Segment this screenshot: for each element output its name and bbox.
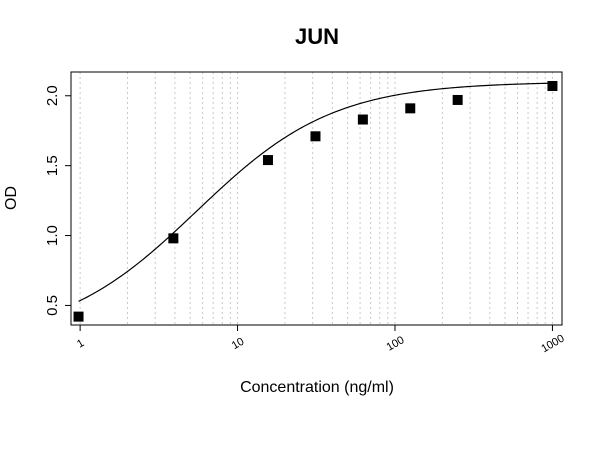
data-point: [357, 114, 368, 125]
fit-curve: [78, 82, 553, 302]
data-points: [73, 80, 558, 322]
plot-frame: [70, 71, 563, 326]
x-axis-ticks: 1 10 100 1000: [75, 325, 567, 355]
x-tick-label: 1000: [539, 333, 566, 356]
data-point: [310, 131, 321, 142]
data-point: [452, 94, 463, 105]
y-tick-label: 1.0: [44, 225, 61, 246]
x-tick-label: 1: [75, 337, 86, 350]
y-axis-label: OD: [3, 186, 20, 210]
data-point: [73, 311, 84, 322]
y-tick-label: 1.5: [44, 155, 61, 176]
data-point: [547, 80, 558, 91]
data-point: [168, 233, 179, 244]
y-axis-ticks: 0.5 1.0 1.5 2.0: [44, 85, 71, 316]
data-point: [262, 155, 273, 166]
chart-title: JUN: [295, 24, 339, 49]
y-tick-label: 2.0: [44, 85, 61, 106]
grid-lines: [79, 72, 553, 325]
x-tick-label: 100: [385, 334, 407, 354]
x-tick-label: 10: [230, 336, 247, 353]
data-point: [405, 103, 416, 114]
y-tick-label: 0.5: [44, 295, 61, 316]
x-axis-label: Concentration (ng/ml): [240, 379, 394, 396]
